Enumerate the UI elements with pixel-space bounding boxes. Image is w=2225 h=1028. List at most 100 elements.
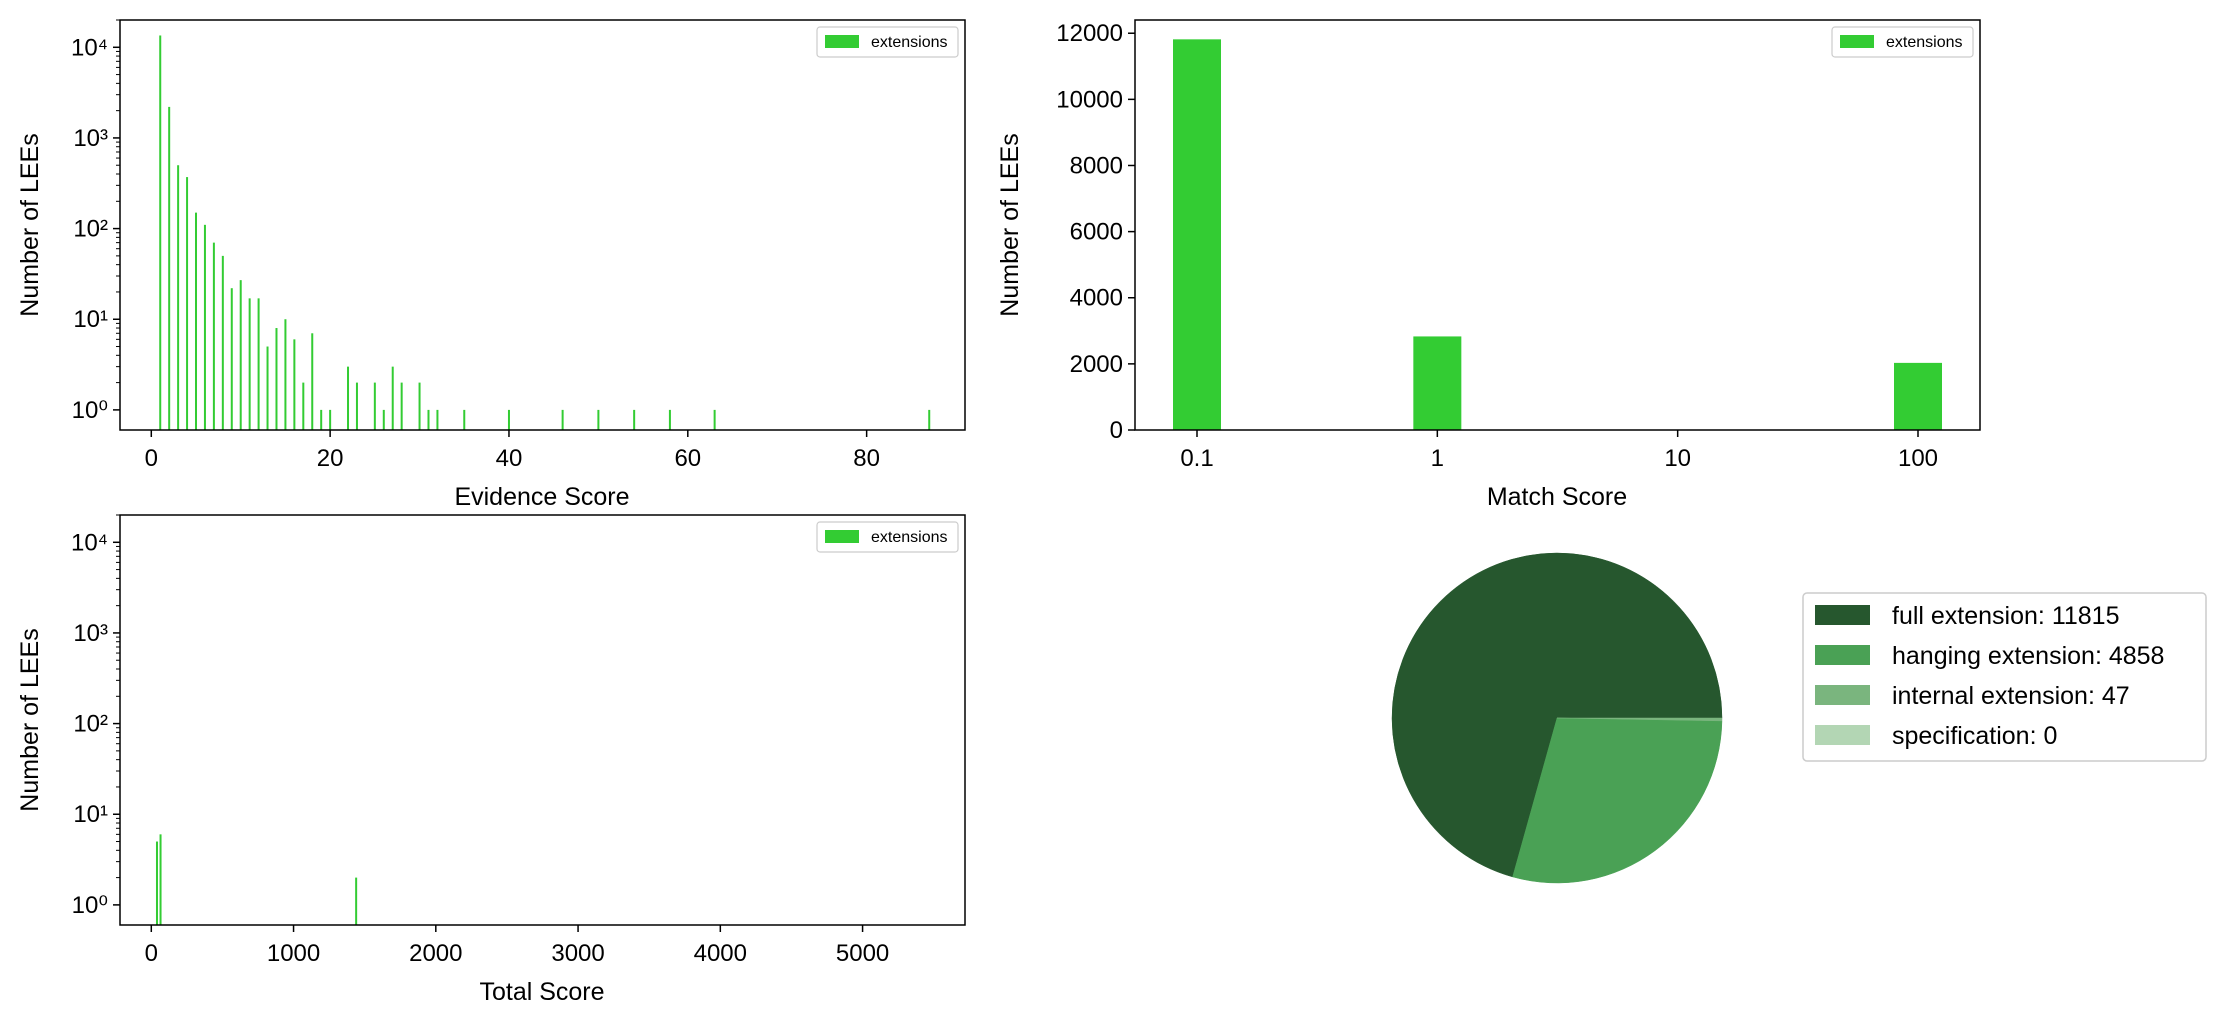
y-tick-label: 10⁰ [72, 892, 108, 919]
pie-slice [1512, 717, 1723, 884]
pie-legend-swatch [1815, 725, 1870, 745]
bar [347, 366, 350, 430]
y-tick-label: 10⁴ [71, 529, 108, 556]
bar [373, 382, 376, 430]
total-legend: extensions [816, 521, 959, 553]
pie-legend-swatch [1815, 605, 1870, 625]
match-x-ticks: 0.1 1 10 100 [1180, 430, 1938, 472]
pie-legend: full extension: 11815 hanging extension: … [1802, 592, 2207, 762]
x-tick-label: 5000 [836, 940, 889, 967]
y-tick-label: 0 [1110, 417, 1123, 444]
bar [155, 841, 158, 925]
evidence-x-axis-label: Evidence Score [454, 483, 629, 511]
bar [507, 409, 510, 430]
pie-slice [1556, 717, 1723, 722]
bar [1413, 336, 1462, 430]
bar [400, 382, 403, 430]
bar [355, 877, 358, 925]
bar [168, 106, 171, 430]
match-legend-box [1831, 26, 1974, 58]
bar [293, 339, 296, 430]
total-legend-box [816, 521, 959, 553]
bar [311, 333, 314, 430]
evidence-legend-box [816, 26, 959, 58]
bar [257, 298, 260, 430]
match-y-ticks: 0 2000 4000 6000 8000 10000 12000 [1056, 20, 1135, 444]
total-axes-frame [119, 514, 966, 926]
pie-legend-swatch [1815, 685, 1870, 705]
y-tick-label: 10² [73, 711, 108, 738]
bar [382, 409, 385, 430]
bar [284, 319, 287, 430]
y-tick-label: 4000 [1070, 285, 1123, 312]
bar [391, 366, 394, 430]
bar [713, 409, 716, 430]
total-legend-label: extensions [871, 529, 948, 546]
y-tick-label: 10³ [73, 125, 108, 152]
bar [159, 834, 162, 925]
bar [928, 409, 931, 430]
total-y-ticks: 10⁰ 10¹ 10² 10³ 10⁴ [71, 514, 120, 919]
bar [302, 382, 305, 430]
bar [463, 409, 466, 430]
x-tick-label: 0 [145, 445, 158, 472]
bar [266, 346, 269, 430]
bar [248, 298, 251, 430]
total-x-ticks: 0 1000 2000 3000 4000 5000 [145, 925, 889, 967]
extension-type-pie-chart: full extension: 11815 hanging extension: … [1391, 552, 2207, 884]
pie-legend-box [1802, 592, 2207, 762]
bar [203, 224, 206, 430]
bar [1173, 39, 1221, 430]
total-score-chart: 10⁰ 10¹ 10² 10³ 10⁴ 0 1000 2000 3000 4000 5000 To… [16, 514, 966, 1006]
y-tick-label: 10² [73, 216, 108, 243]
bar [275, 328, 278, 430]
match-bars [1173, 39, 1942, 430]
x-tick-label: 100 [1898, 445, 1938, 472]
total-bars [155, 834, 358, 925]
evidence-legend-label: extensions [871, 34, 948, 51]
x-tick-label: 3000 [551, 940, 604, 967]
evidence-legend-swatch [825, 35, 859, 48]
bar [221, 255, 224, 430]
y-tick-label: 10000 [1056, 86, 1123, 113]
x-tick-label: 1000 [267, 940, 320, 967]
match-axes-frame [1134, 19, 1981, 431]
y-tick-label: 10¹ [73, 306, 108, 333]
x-tick-label: 80 [853, 445, 880, 472]
y-tick-label: 10³ [73, 620, 108, 647]
evidence-x-ticks: 0 20 40 60 80 [145, 430, 880, 472]
pie-legend-label: internal extension: 47 [1892, 682, 2130, 710]
x-tick-label: 10 [1664, 445, 1691, 472]
bar [597, 409, 600, 430]
total-x-axis-label: Total Score [479, 978, 604, 1006]
pie-slices [1391, 552, 1723, 884]
bar [177, 165, 180, 430]
match-legend-swatch [1840, 35, 1874, 48]
pie-legend-swatch [1815, 645, 1870, 665]
bar [212, 242, 215, 430]
pie-slice [1391, 552, 1723, 878]
x-tick-label: 0 [145, 940, 158, 967]
bar [1894, 362, 1942, 430]
x-tick-label: 1 [1431, 445, 1444, 472]
x-tick-label: 60 [674, 445, 701, 472]
bar [159, 35, 162, 430]
x-tick-label: 40 [496, 445, 523, 472]
bar [195, 212, 198, 430]
evidence-legend: extensions [816, 26, 959, 58]
bar [239, 280, 242, 430]
bar [561, 409, 564, 430]
total-y-axis-label: Number of LEEs [16, 628, 44, 811]
pie-legend-label: full extension: 11815 [1892, 602, 2119, 630]
bar [633, 409, 636, 430]
evidence-score-chart: 10⁰ 10¹ 10² 10³ 10⁴ 0 20 40 60 80 Evidence Score… [16, 19, 966, 511]
bar [427, 409, 430, 430]
match-legend: extensions [1831, 26, 1974, 58]
bar [230, 288, 233, 430]
y-tick-label: 10⁰ [72, 397, 108, 424]
match-x-axis-label: Match Score [1487, 483, 1627, 511]
x-tick-label: 2000 [409, 940, 462, 967]
bar [355, 382, 358, 430]
